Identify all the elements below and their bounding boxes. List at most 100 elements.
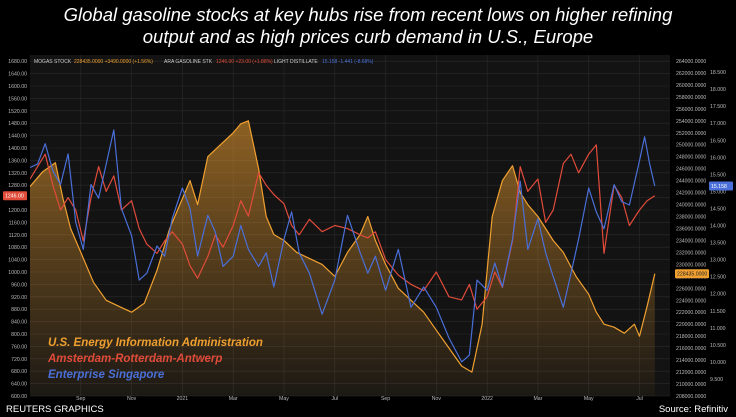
right-outer-tick-label: 234000.0000	[676, 238, 706, 244]
right-inner-tick-label: 15.500	[710, 172, 726, 178]
left-tick-label: 1080.00	[8, 245, 27, 251]
legend-entry: Amsterdam-Rotterdam-Antwerp	[47, 353, 222, 365]
left-tick-label: 1200.00	[8, 208, 27, 214]
left-tick-label: 720.00	[11, 357, 27, 363]
right-inner-tick-label: 17.500	[710, 104, 726, 110]
x-tick-label: Jul	[331, 396, 338, 402]
source-text: Source: Refinitiv	[658, 404, 728, 415]
right-inner-tick-label: 13.000	[710, 258, 726, 264]
left-tick-label: 800.00	[11, 332, 27, 338]
eia-current-badge: 228435.0000	[677, 272, 707, 278]
series-singapore-line	[30, 129, 656, 363]
right-inner-tick-label: 10.000	[710, 360, 726, 366]
x-tick-label: 2022	[481, 396, 493, 402]
series-ara-line	[30, 144, 656, 310]
x-tick-label: Sep	[76, 396, 85, 402]
right-outer-tick-label: 236000.0000	[676, 226, 706, 232]
left-tick-label: 1040.00	[8, 258, 27, 264]
right-inner-tick-label: 14.000	[710, 224, 726, 230]
left-tick-label: 640.00	[11, 382, 27, 388]
left-tick-label: 680.00	[11, 369, 27, 375]
right-outer-tick-label: 254000.0000	[676, 119, 706, 125]
right-outer-tick-label: 242000.0000	[676, 191, 706, 197]
right-outer-tick-label: 230000.0000	[676, 262, 706, 268]
right-axis-eia: 264000.0000 262000.0000 260000.0000 258000.…	[676, 59, 706, 400]
singapore-current-badge: 15.158	[711, 184, 727, 190]
right-outer-tick-label: 252000.0000	[676, 131, 706, 137]
current-value-badges: 1246.00 228435.0000 15.158	[3, 181, 733, 279]
left-tick-label: 920.00	[11, 295, 27, 301]
top-legend-value: 1246.00 +23.00 (+1.88%)	[216, 59, 273, 65]
ara-current-badge: 1246.00	[5, 194, 24, 200]
chart-title-line1: Global gasoline stocks at key hubs rise …	[63, 4, 673, 25]
left-tick-label: 1520.00	[8, 109, 27, 115]
right-outer-tick-label: 220000.0000	[676, 322, 706, 328]
right-outer-tick-label: 240000.0000	[676, 203, 706, 209]
right-outer-tick-label: 256000.0000	[676, 107, 706, 113]
x-tick-label: Jul	[636, 396, 643, 402]
ara-current-badge-bg	[3, 191, 27, 201]
x-tick-label: May	[279, 396, 289, 402]
left-tick-label: 1560.00	[8, 96, 27, 102]
right-outer-tick-label: 264000.0000	[676, 59, 706, 65]
right-inner-tick-label: 17.000	[710, 121, 726, 127]
right-outer-tick-label: 214000.0000	[676, 358, 706, 364]
left-tick-label: 1400.00	[8, 146, 27, 152]
right-outer-tick-label: 250000.0000	[676, 143, 706, 149]
right-outer-tick-label: 244000.0000	[676, 179, 706, 185]
right-inner-tick-label: 11.000	[710, 326, 726, 332]
right-outer-tick-label: 238000.0000	[676, 215, 706, 221]
right-inner-tick-label: 12.000	[710, 292, 726, 298]
right-outer-tick-label: 212000.0000	[676, 370, 706, 376]
top-legend-label: ARA GASOLINE STK	[164, 59, 213, 65]
left-tick-label: 1480.00	[8, 121, 27, 127]
right-inner-tick-label: 13.500	[710, 241, 726, 247]
right-inner-tick-label: 9.500	[710, 377, 723, 383]
x-tick-label: May	[584, 396, 594, 402]
left-tick-label: 1600.00	[8, 84, 27, 90]
right-outer-tick-label: 262000.0000	[676, 71, 706, 77]
right-axis-singapore: 18.500 18.000 17.500 17.000 16.500 16.000 15.5…	[710, 70, 726, 383]
top-legend-value: 15.158 -1.441 (-8.68%)	[322, 59, 374, 65]
chart-title-line2: output and as high prices curb demand in…	[142, 26, 594, 47]
x-tick-label: Nov	[127, 396, 137, 402]
series-layer	[30, 120, 656, 396]
right-inner-tick-label: 15.000	[710, 189, 726, 195]
top-legend-label: LIGHT DISTILLATE	[274, 59, 318, 65]
right-outer-tick-label: 232000.0000	[676, 250, 706, 256]
right-inner-tick-label: 18.500	[710, 70, 726, 76]
right-outer-tick-label: 248000.0000	[676, 155, 706, 161]
right-outer-tick-label: 210000.0000	[676, 382, 706, 388]
right-inner-tick-label: 10.500	[710, 343, 726, 349]
x-tick-label: Mar	[533, 396, 542, 402]
right-outer-tick-label: 226000.0000	[676, 286, 706, 292]
x-axis: Sep Nov 2021 Mar May Jul Sep Nov 2022 Mar May Jul	[76, 396, 643, 402]
left-axis: 600.00 640.00 680.00 720.00 760.00 800.00 840.…	[8, 59, 27, 400]
right-inner-tick-label: 18.000	[710, 87, 726, 93]
right-inner-tick-label: 16.000	[710, 155, 726, 161]
right-outer-tick-label: 258000.0000	[676, 95, 706, 101]
legend-entry: Enterprise Singapore	[48, 369, 165, 381]
left-tick-label: 1000.00	[8, 270, 27, 276]
right-inner-tick-label: 11.500	[710, 309, 726, 315]
right-outer-tick-label: 218000.0000	[676, 334, 706, 340]
right-outer-tick-label: 216000.0000	[676, 346, 706, 352]
left-tick-label: 880.00	[11, 307, 27, 313]
credit-text: REUTERS GRAPHICS	[6, 404, 104, 415]
left-tick-label: 840.00	[11, 320, 27, 326]
right-outer-tick-label: 222000.0000	[676, 310, 706, 316]
left-tick-label: 1120.00	[9, 233, 27, 239]
left-tick-label: 760.00	[11, 344, 27, 350]
x-tick-label: 2021	[177, 396, 189, 402]
right-outer-tick-label: 208000.0000	[676, 394, 706, 400]
top-legend: MOGAS STOCK 228435.0000 +3490.0000 (+1.56…	[34, 59, 374, 65]
top-legend-label: MOGAS STOCK	[34, 59, 72, 65]
right-inner-tick-label: 16.500	[710, 138, 726, 144]
right-outer-tick-label: 260000.0000	[676, 83, 706, 89]
left-tick-label: 1160.00	[9, 220, 27, 226]
eia-current-badge-bg	[675, 269, 709, 279]
left-tick-label: 1640.00	[8, 72, 27, 78]
x-tick-label: Mar	[229, 396, 238, 402]
top-legend-value: 228435.0000 +3490.0000 (+1.56%)	[74, 59, 153, 65]
